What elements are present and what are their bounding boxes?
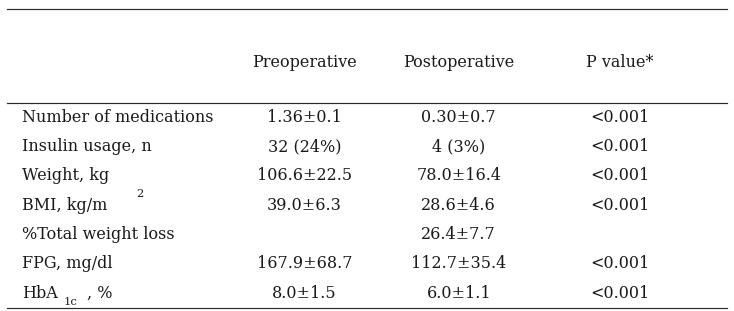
Text: %Total weight loss: %Total weight loss bbox=[22, 226, 175, 243]
Text: P value*: P value* bbox=[586, 54, 654, 71]
Text: 4 (3%): 4 (3%) bbox=[432, 138, 485, 155]
Text: BMI, kg/m: BMI, kg/m bbox=[22, 197, 107, 214]
Text: <0.001: <0.001 bbox=[591, 197, 650, 214]
Text: Weight, kg: Weight, kg bbox=[22, 167, 109, 184]
Text: HbA: HbA bbox=[22, 285, 58, 302]
Text: 106.6±22.5: 106.6±22.5 bbox=[257, 167, 352, 184]
Text: 1c: 1c bbox=[64, 297, 78, 307]
Text: , %: , % bbox=[87, 285, 112, 302]
Text: 39.0±6.3: 39.0±6.3 bbox=[267, 197, 342, 214]
Text: <0.001: <0.001 bbox=[591, 285, 650, 302]
Text: <0.001: <0.001 bbox=[591, 109, 650, 126]
Text: 32 (24%): 32 (24%) bbox=[268, 138, 341, 155]
Text: 78.0±16.4: 78.0±16.4 bbox=[416, 167, 501, 184]
Text: FPG, mg/dl: FPG, mg/dl bbox=[22, 255, 112, 272]
Text: <0.001: <0.001 bbox=[591, 167, 650, 184]
Text: 112.7±35.4: 112.7±35.4 bbox=[411, 255, 506, 272]
Text: 28.6±4.6: 28.6±4.6 bbox=[421, 197, 496, 214]
Text: Insulin usage, n: Insulin usage, n bbox=[22, 138, 152, 155]
Text: 26.4±7.7: 26.4±7.7 bbox=[421, 226, 496, 243]
Text: <0.001: <0.001 bbox=[591, 255, 650, 272]
Text: 1.36±0.1: 1.36±0.1 bbox=[267, 109, 342, 126]
Text: <0.001: <0.001 bbox=[591, 138, 650, 155]
Text: Number of medications: Number of medications bbox=[22, 109, 214, 126]
Text: 6.0±1.1: 6.0±1.1 bbox=[426, 285, 491, 302]
Text: 8.0±1.5: 8.0±1.5 bbox=[272, 285, 337, 302]
Text: 0.30±0.7: 0.30±0.7 bbox=[421, 109, 496, 126]
Text: 167.9±68.7: 167.9±68.7 bbox=[257, 255, 352, 272]
Text: 2: 2 bbox=[136, 189, 143, 199]
Text: Preoperative: Preoperative bbox=[252, 54, 357, 71]
Text: Postoperative: Postoperative bbox=[403, 54, 515, 71]
